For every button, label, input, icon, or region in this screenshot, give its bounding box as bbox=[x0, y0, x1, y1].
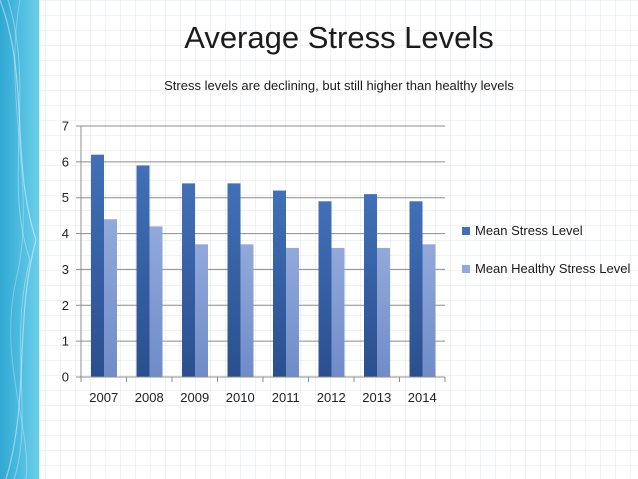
y-tick-label: 7 bbox=[62, 119, 69, 134]
x-tick-label: 2008 bbox=[135, 390, 164, 405]
y-tick-label: 3 bbox=[62, 262, 69, 277]
bar-mean-healthy-stress bbox=[331, 247, 345, 377]
x-tick-label: 2012 bbox=[317, 390, 346, 405]
chart-subtitle: Stress levels are declining, but still h… bbox=[164, 78, 514, 93]
slide-title: Average Stress Levels bbox=[184, 20, 494, 55]
bar-mean-healthy-stress bbox=[240, 244, 254, 377]
legend: Mean Stress Level Mean Healthy Stress Le… bbox=[462, 221, 632, 297]
y-tick-label: 6 bbox=[62, 154, 69, 169]
bar-mean-stress bbox=[364, 194, 377, 377]
bar-mean-stress bbox=[182, 183, 195, 377]
bar-mean-healthy-stress bbox=[377, 247, 390, 377]
legend-item-mean-healthy-stress: Mean Healthy Stress Level bbox=[462, 259, 632, 278]
y-tick-label: 2 bbox=[62, 298, 69, 313]
bar-mean-healthy-stress bbox=[286, 247, 299, 377]
bar-mean-stress bbox=[318, 201, 332, 377]
x-tick-label: 2011 bbox=[272, 390, 300, 405]
decorative-side-band bbox=[0, 0, 40, 479]
x-axis-ticks: 2007 2008 2009 2010 2011 2012 2013 2014 bbox=[80, 377, 446, 405]
y-tick-label: 1 bbox=[62, 334, 69, 349]
y-tick-label: 4 bbox=[62, 226, 69, 241]
y-tick-label: 0 bbox=[62, 370, 69, 385]
bar-mean-stress bbox=[273, 190, 286, 377]
x-tick-label: 2013 bbox=[362, 390, 391, 405]
bar-mean-stress bbox=[409, 201, 423, 377]
legend-swatch-mean-healthy-stress bbox=[462, 265, 470, 273]
bar-mean-stress bbox=[227, 183, 241, 377]
bar-mean-stress bbox=[91, 154, 104, 377]
bar-mean-healthy-stress bbox=[195, 244, 208, 377]
x-tick-label: 2009 bbox=[180, 390, 209, 405]
bars bbox=[91, 154, 436, 377]
legend-label-mean-healthy-stress: Mean Healthy Stress Level bbox=[475, 261, 631, 276]
legend-item-mean-stress: Mean Stress Level bbox=[462, 221, 632, 240]
y-axis-ticks: 0 1 2 3 4 5 6 7 bbox=[62, 119, 81, 385]
x-tick-label: 2007 bbox=[89, 390, 118, 405]
legend-label-mean-stress: Mean Stress Level bbox=[475, 223, 583, 238]
axes bbox=[80, 126, 445, 378]
bar-mean-stress bbox=[136, 165, 150, 377]
y-tick-label: 5 bbox=[62, 190, 69, 205]
x-tick-label: 2010 bbox=[226, 390, 255, 405]
gridlines bbox=[81, 125, 445, 342]
bar-mean-healthy-stress bbox=[104, 219, 117, 377]
bar-mean-healthy-stress bbox=[422, 244, 436, 377]
bar-mean-healthy-stress bbox=[149, 226, 163, 377]
x-tick-label: 2014 bbox=[408, 390, 437, 405]
legend-swatch-mean-stress bbox=[462, 227, 470, 235]
